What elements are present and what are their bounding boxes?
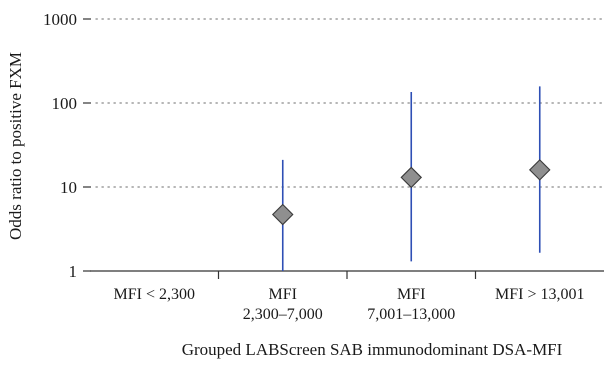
x-axis-title: Grouped LABScreen SAB immunodominant DSA… — [182, 340, 563, 359]
x-tick-label: MFI > 13,001 — [495, 286, 584, 303]
x-tick-label: MFI 2,300–7,000 — [243, 286, 323, 323]
y-tick-label: 10 — [60, 178, 77, 197]
x-tick-label-line: MFI — [269, 286, 297, 303]
point-estimates — [271, 159, 551, 226]
x-tick-label-line: MFI — [397, 286, 425, 303]
x-tick-label-line: 7,001–13,000 — [367, 306, 455, 323]
y-axis-title: Odds ratio to positive FXM — [6, 52, 25, 240]
point-estimate-diamond — [528, 159, 551, 181]
x-tick-label: MFI 7,001–13,000 — [367, 286, 455, 323]
y-tick-label: 100 — [52, 94, 78, 113]
point-estimate-diamond — [271, 203, 294, 226]
y-tick-label: 1000 — [43, 10, 77, 29]
point-estimate-diamond — [400, 166, 423, 189]
x-tick-label-line: MFI < 2,300 — [114, 286, 195, 303]
grid-lines — [95, 18, 605, 188]
axes — [83, 18, 604, 279]
x-tick-labels: MFI < 2,300 MFI 2,300–7,000 MFI 7,001–13,000… — [114, 286, 585, 323]
x-tick-label-line: 2,300–7,000 — [243, 306, 323, 323]
y-tick-label: 1 — [69, 262, 78, 281]
x-tick-label-line: MFI > 13,001 — [495, 286, 584, 303]
x-tick-label: MFI < 2,300 — [114, 286, 195, 303]
y-tick-labels: 1 10 100 1000 — [43, 10, 77, 281]
